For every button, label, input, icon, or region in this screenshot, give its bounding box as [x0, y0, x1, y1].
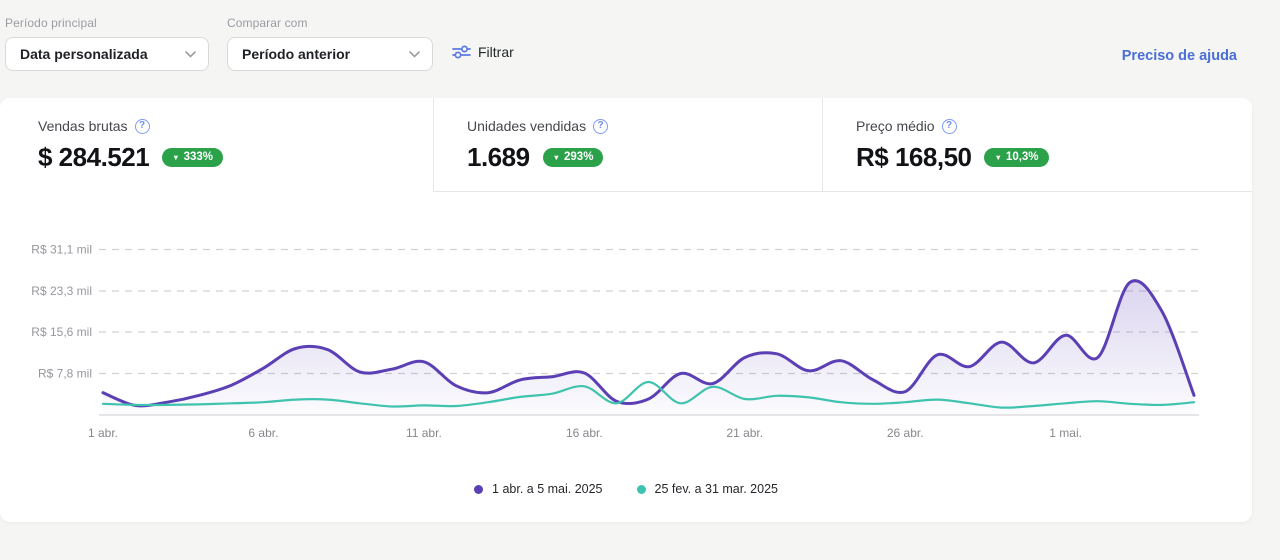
x-axis-tick: 1 mai.: [1049, 426, 1082, 440]
primary-period-field: Período principal Data personalizada: [5, 16, 209, 71]
down-arrow-icon: ▼: [994, 152, 1002, 162]
series-line: [101, 279, 1196, 408]
metric-label: Vendas brutas: [38, 118, 128, 134]
compare-period-field: Comparar com Período anterior: [227, 16, 433, 71]
delta-badge: ▼ 333%: [162, 147, 224, 168]
legend-item-current-period[interactable]: 1 abr. a 5 mai. 2025: [474, 482, 603, 496]
compare-period-label: Comparar com: [227, 16, 308, 30]
metric-label: Unidades vendidas: [467, 118, 587, 134]
primary-period-value: Data personalizada: [20, 46, 148, 62]
metric-value: R$ 168,50: [856, 142, 972, 172]
question-circle-icon[interactable]: ?: [941, 118, 957, 134]
down-arrow-icon: ▼: [172, 152, 180, 162]
legend-label: 25 fev. a 31 mar. 2025: [654, 482, 778, 496]
metric-value: $ 284.521: [38, 142, 150, 172]
question-circle-icon[interactable]: ?: [134, 118, 150, 134]
chart-legend: 1 abr. a 5 mai. 2025 25 fev. a 31 mar. 2…: [0, 482, 1252, 496]
x-axis-tick: 26 abr.: [887, 426, 924, 440]
metric-tab-gross-sales[interactable]: Vendas brutas ? $ 284.521 ▼ 333%: [0, 98, 433, 192]
delta-badge: ▼ 10,3%: [984, 147, 1049, 168]
x-axis-tick: 21 abr.: [726, 426, 763, 440]
delta-value: 293%: [564, 150, 594, 163]
sales-comparison-chart[interactable]: R$ 7,8 mil R$ 15,6 mil R$ 23,3 mil R$ 31,1 …: [0, 210, 1252, 460]
legend-item-previous-period[interactable]: 25 fev. a 31 mar. 2025: [636, 482, 778, 496]
x-axis-tick: 6 abr.: [248, 426, 278, 440]
y-axis-tick: R$ 15,6 mil: [31, 325, 92, 339]
y-axis-tick: R$ 7,8 mil: [38, 367, 92, 381]
x-axis-tick: 16 abr.: [566, 426, 603, 440]
series-area-fill: [103, 280, 1194, 415]
compare-period-select[interactable]: Período anterior: [227, 37, 433, 71]
metric-tab-average-price[interactable]: Preço médio ? R$ 168,50 ▼ 10,3%: [822, 98, 1252, 192]
y-axis-tick: R$ 23,3 mil: [31, 284, 92, 298]
purple-dot-icon: [474, 484, 484, 494]
analytics-panel: Vendas brutas ? $ 284.521 ▼ 333% Unidades…: [0, 98, 1252, 522]
primary-period-label: Período principal: [5, 16, 97, 30]
x-axis-tick: 1 abr.: [88, 426, 118, 440]
teal-dot-icon: [636, 484, 646, 494]
compare-period-value: Período anterior: [242, 46, 351, 62]
help-link[interactable]: Preciso de ajuda: [1121, 48, 1237, 64]
sliders-icon: [452, 45, 471, 59]
legend-label: 1 abr. a 5 mai. 2025: [492, 482, 603, 496]
down-arrow-icon: ▼: [552, 152, 561, 162]
delta-badge: ▼ 293%: [542, 147, 604, 168]
filter-label: Filtrar: [478, 44, 514, 60]
metric-value: 1.689: [467, 142, 530, 172]
delta-value: 10,3%: [1005, 150, 1039, 163]
metric-tab-units-sold[interactable]: Unidades vendidas ? 1.689 ▼ 293%: [433, 98, 822, 192]
chevron-down-icon: [409, 50, 420, 57]
toolbar: Período principal Data personalizada Com…: [0, 0, 1280, 98]
filter-button[interactable]: Filtrar: [452, 44, 514, 60]
delta-value: 333%: [183, 150, 214, 163]
x-axis-tick: 11 abr.: [406, 426, 442, 440]
metric-tabs: Vendas brutas ? $ 284.521 ▼ 333% Unidades…: [0, 98, 1252, 192]
chevron-down-icon: [185, 50, 196, 57]
y-axis-tick: R$ 31,1 mil: [31, 243, 92, 257]
metric-label: Preço médio: [856, 118, 935, 134]
series-line: [101, 380, 1196, 409]
question-circle-icon[interactable]: ?: [593, 118, 609, 134]
primary-period-select[interactable]: Data personalizada: [5, 37, 209, 71]
